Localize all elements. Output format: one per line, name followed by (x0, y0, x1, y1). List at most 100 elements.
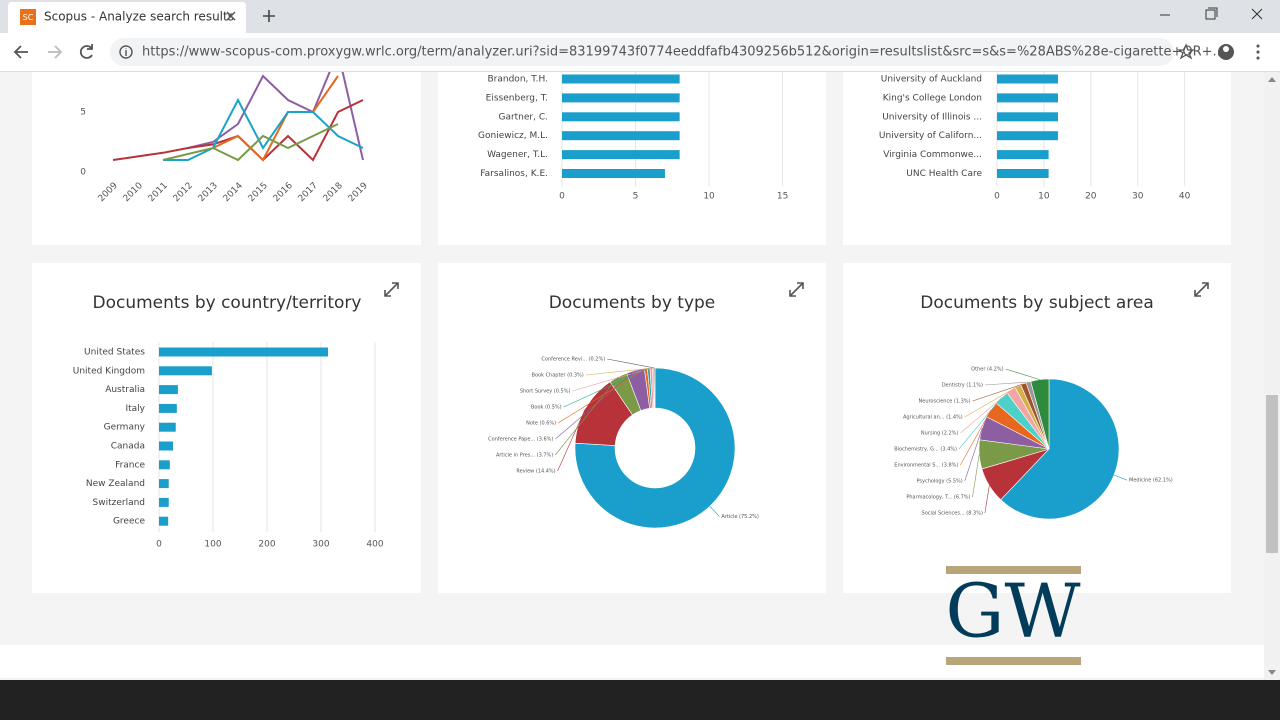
x-tick-label: 15 (777, 192, 788, 202)
forward[interactable] (48, 45, 63, 59)
back[interactable] (13, 45, 28, 59)
x-tick-label: 5 (633, 192, 639, 202)
leader-line (960, 389, 1012, 434)
leader-line (984, 381, 1029, 386)
y-tick-label: 0 (80, 168, 86, 178)
new-tab[interactable] (263, 10, 275, 22)
bar (159, 366, 212, 376)
slice-label: Short Survey (0.5%) (520, 389, 571, 395)
taskbar (0, 680, 1280, 720)
y-tick-label: Italy (125, 404, 145, 414)
x-tick-label: 0 (559, 192, 565, 202)
tab-close[interactable] (226, 11, 236, 21)
expand-icons (384, 282, 1209, 297)
bar (562, 74, 680, 84)
logo-text: GW (945, 568, 1080, 654)
restore[interactable] (1205, 7, 1218, 20)
y-tick-label: Switzerland (93, 498, 146, 508)
site-info[interactable] (119, 45, 133, 59)
slice-label: Article (75.2%) (721, 514, 758, 520)
favicon (20, 9, 36, 25)
bar (997, 93, 1058, 103)
slice-label: Other (4.2%) (971, 367, 1003, 373)
expand-icon[interactable] (789, 282, 804, 297)
y-tick-label: Gartner, C. (498, 112, 548, 122)
bar (159, 516, 169, 526)
slice-label: Conference Revi... (0.2%) (541, 357, 605, 363)
expand-icon[interactable] (384, 282, 399, 297)
chart-title: Documents by country/territory (93, 293, 362, 313)
x-tick-label: 0 (994, 192, 1000, 202)
leader-line (972, 454, 980, 498)
leader-line (1113, 474, 1128, 481)
card (32, 72, 421, 245)
y-tick-label: UNC Health Care (906, 169, 982, 179)
y-tick-label: United Kingdom (73, 366, 145, 376)
slice-label: Conference Pape... (3.6%) (488, 437, 553, 443)
x-tick-label: 0 (156, 540, 162, 550)
bar (562, 169, 665, 178)
slice-label: Psychology (5.5%) (916, 479, 962, 485)
y-tick-label: Virginia Commonwe... (883, 150, 982, 160)
bar (159, 385, 178, 395)
slice-label: Biochemistry, G... (3.4%) (894, 447, 957, 453)
leader-line (557, 408, 586, 472)
slice-label: Note (0.6%) (526, 421, 556, 427)
y-tick-label: Farsalinos, K.E. (480, 169, 548, 179)
bar (997, 169, 1049, 178)
reload[interactable] (79, 44, 93, 59)
slice-label: Agricultural an... (1.4%) (903, 415, 963, 421)
y-tick-label: University of Illinois ... (882, 112, 982, 122)
y-tick-label: University of Auckland (881, 75, 982, 85)
bar (159, 441, 174, 451)
scrollbar-track (1264, 72, 1280, 680)
omnibox[interactable] (110, 38, 1174, 66)
gw-logo: GW (945, 566, 1081, 665)
close-window[interactable] (1251, 8, 1263, 20)
y-tick-label: Australia (105, 385, 145, 395)
slice-label: Social Sciences... (8.3%) (922, 511, 983, 517)
slice-label: Neuroscience (1.3%) (919, 399, 971, 405)
slice-label: Environmental S... (3.8%) (894, 463, 958, 469)
chart-title: Documents by type (549, 293, 716, 313)
y-tick-label: Greece (113, 517, 145, 527)
bookmark[interactable] (1177, 43, 1195, 60)
leader-line (958, 397, 1002, 450)
bar (159, 422, 176, 432)
x-tick-label: 10 (703, 192, 715, 202)
slice-label: Pharmacology, T... (6.7%) (906, 495, 970, 501)
x-tick-label: 200 (258, 540, 275, 550)
y-tick-label: 5 (80, 108, 86, 118)
leader-line (964, 385, 1019, 418)
y-tick-label: France (115, 460, 145, 470)
slice-label: Book Chapter (0.3%) (532, 373, 584, 379)
y-tick-label: Canada (111, 442, 145, 452)
x-tick-label: 400 (366, 540, 383, 550)
expand-icon[interactable] (1194, 282, 1209, 297)
bar (159, 347, 329, 357)
bar (562, 93, 680, 103)
bar (159, 479, 169, 489)
bar (159, 460, 170, 470)
slice (1000, 378, 1120, 520)
logo-bar (946, 657, 1081, 665)
bar (562, 131, 680, 141)
leader-line (555, 376, 619, 456)
x-tick-label: 300 (312, 540, 329, 550)
profile-glyph (1223, 46, 1229, 52)
series-line (212, 75, 339, 162)
bar (997, 74, 1058, 84)
y-tick-label: New Zealand (86, 479, 145, 489)
bar (562, 112, 680, 122)
slice-label: Article in Pres... (3.7%) (496, 453, 553, 459)
x-tick-label: 10 (1038, 192, 1050, 202)
y-tick-label: United States (84, 348, 145, 358)
y-tick-label: Brandon, T.H. (488, 75, 549, 85)
chart-title: Documents by subject area (920, 293, 1154, 313)
leader-line (585, 367, 654, 376)
slice-label: Nursing (2.2%) (921, 431, 959, 437)
scrollbar-thumb[interactable] (1266, 395, 1278, 553)
slice-label: Book (0.5%) (531, 405, 562, 411)
tab[interactable] (8, 2, 246, 33)
leader-line (964, 427, 983, 482)
